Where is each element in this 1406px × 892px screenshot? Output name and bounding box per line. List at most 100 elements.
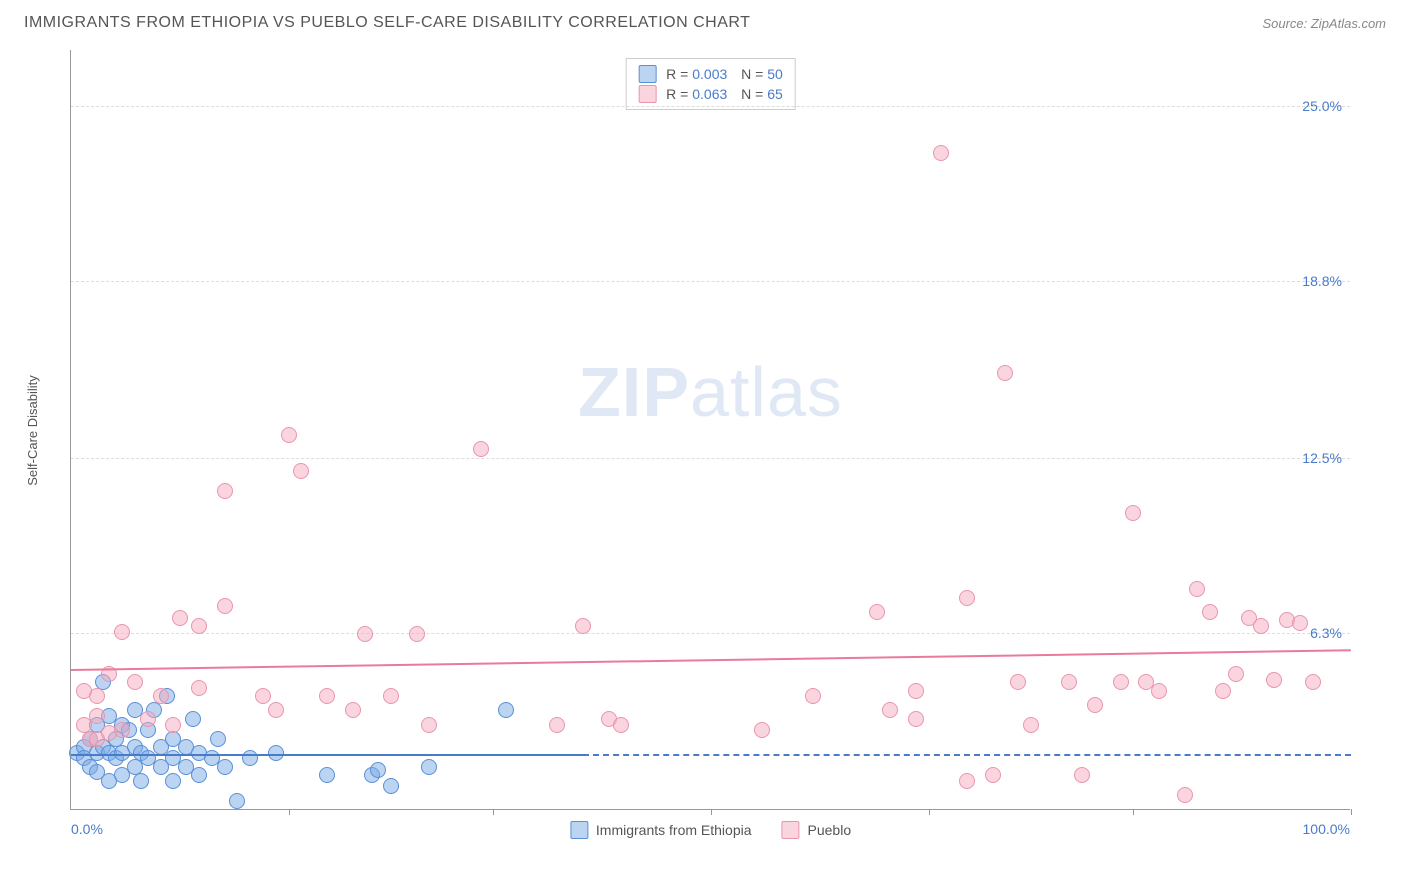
data-point <box>908 683 924 699</box>
bottom-legend: Immigrants from Ethiopia Pueblo <box>570 821 851 839</box>
y-tick-label: 12.5% <box>1302 450 1342 466</box>
data-point <box>1113 674 1129 690</box>
x-tick-mark <box>1351 809 1352 815</box>
data-point <box>549 717 565 733</box>
data-point <box>217 759 233 775</box>
y-axis-label: Self-Care Disability <box>25 375 40 486</box>
stats-row-pink: R = 0.063 N = 65 <box>638 84 783 104</box>
trend-line-dashed <box>583 754 1351 756</box>
data-point <box>805 688 821 704</box>
data-point <box>473 441 489 457</box>
data-point <box>1189 581 1205 597</box>
data-point <box>575 618 591 634</box>
data-point <box>185 711 201 727</box>
y-tick-label: 18.8% <box>1302 273 1342 289</box>
data-point <box>1253 618 1269 634</box>
stats-row-blue: R = 0.003 N = 50 <box>638 64 783 84</box>
data-point <box>210 731 226 747</box>
x-tick-mark <box>711 809 712 815</box>
data-point <box>959 773 975 789</box>
data-point <box>293 463 309 479</box>
data-point <box>498 702 514 718</box>
data-point <box>383 688 399 704</box>
data-point <box>754 722 770 738</box>
trend-line <box>71 650 1351 672</box>
data-point <box>114 624 130 640</box>
data-point <box>1305 674 1321 690</box>
data-point <box>133 773 149 789</box>
data-point <box>357 626 373 642</box>
data-point <box>153 688 169 704</box>
data-point <box>421 717 437 733</box>
watermark: ZIPatlas <box>578 352 843 432</box>
data-point <box>89 688 105 704</box>
x-tick-mark <box>493 809 494 815</box>
gridline <box>71 458 1350 459</box>
data-point <box>319 767 335 783</box>
data-point <box>869 604 885 620</box>
data-point <box>985 767 1001 783</box>
data-point <box>191 618 207 634</box>
swatch-blue-icon <box>638 65 656 83</box>
data-point <box>1292 615 1308 631</box>
data-point <box>165 717 181 733</box>
x-min-label: 0.0% <box>71 821 103 837</box>
gridline <box>71 281 1350 282</box>
data-point <box>255 688 271 704</box>
data-point <box>1010 674 1026 690</box>
data-point <box>1202 604 1218 620</box>
data-point <box>613 717 629 733</box>
legend-item-pink: Pueblo <box>782 821 852 839</box>
data-point <box>1177 787 1193 803</box>
swatch-blue-icon <box>570 821 588 839</box>
data-point <box>908 711 924 727</box>
data-point <box>345 702 361 718</box>
data-point <box>1087 697 1103 713</box>
data-point <box>959 590 975 606</box>
x-max-label: 100.0% <box>1303 821 1350 837</box>
x-tick-mark <box>929 809 930 815</box>
data-point <box>89 708 105 724</box>
data-point <box>1023 717 1039 733</box>
data-point <box>383 778 399 794</box>
legend-item-blue: Immigrants from Ethiopia <box>570 821 752 839</box>
data-point <box>127 674 143 690</box>
data-point <box>281 427 297 443</box>
gridline <box>71 106 1350 107</box>
data-point <box>191 767 207 783</box>
data-point <box>1215 683 1231 699</box>
plot-area: ZIPatlas R = 0.003 N = 50 R = 0.063 N = … <box>70 50 1350 810</box>
data-point <box>229 793 245 809</box>
swatch-pink-icon <box>782 821 800 839</box>
data-point <box>114 722 130 738</box>
gridline <box>71 633 1350 634</box>
data-point <box>997 365 1013 381</box>
x-tick-mark <box>289 809 290 815</box>
data-point <box>268 702 284 718</box>
data-point <box>421 759 437 775</box>
data-point <box>409 626 425 642</box>
chart-container: Self-Care Disability ZIPatlas R = 0.003 … <box>50 50 1370 810</box>
data-point <box>165 773 181 789</box>
data-point <box>140 711 156 727</box>
data-point <box>319 688 335 704</box>
data-point <box>1074 767 1090 783</box>
data-point <box>1151 683 1167 699</box>
data-point <box>1061 674 1077 690</box>
data-point <box>217 483 233 499</box>
data-point <box>882 702 898 718</box>
y-tick-label: 25.0% <box>1302 98 1342 114</box>
data-point <box>1266 672 1282 688</box>
data-point <box>933 145 949 161</box>
swatch-pink-icon <box>638 85 656 103</box>
data-point <box>217 598 233 614</box>
data-point <box>191 680 207 696</box>
data-point <box>1228 666 1244 682</box>
stats-legend: R = 0.003 N = 50 R = 0.063 N = 65 <box>625 58 796 110</box>
data-point <box>370 762 386 778</box>
source-label: Source: ZipAtlas.com <box>1262 16 1386 31</box>
chart-title: IMMIGRANTS FROM ETHIOPIA VS PUEBLO SELF-… <box>24 14 750 32</box>
trend-line <box>71 754 583 756</box>
data-point <box>1125 505 1141 521</box>
data-point <box>172 610 188 626</box>
